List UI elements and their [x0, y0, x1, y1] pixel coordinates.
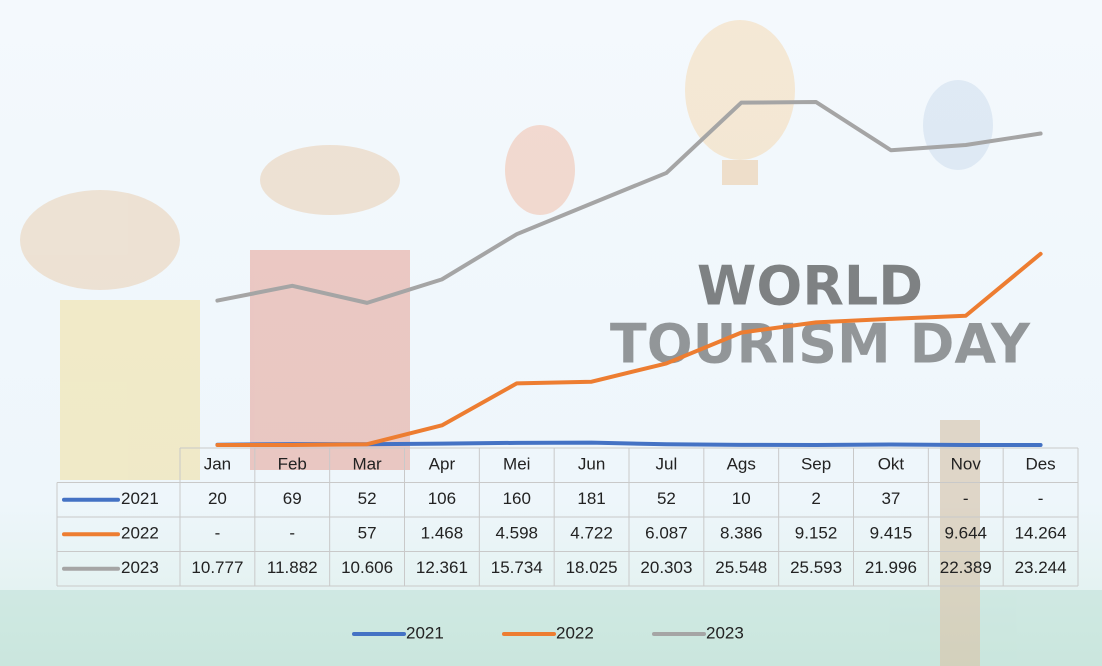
table-value: 25.548 — [715, 558, 767, 577]
table-value: 4.722 — [570, 524, 613, 543]
x-tick-label: Apr — [429, 455, 456, 474]
table-value: 4.598 — [495, 524, 538, 543]
table-value: 23.244 — [1015, 558, 1067, 577]
table-value: 106 — [428, 489, 456, 508]
x-tick-label: Mar — [352, 455, 382, 474]
table-value: - — [963, 489, 969, 508]
table-value: 9.415 — [870, 524, 913, 543]
x-tick-label: Des — [1025, 455, 1055, 474]
x-tick-label: Jul — [656, 455, 678, 474]
table-value: 12.361 — [416, 558, 468, 577]
table-value: 52 — [358, 489, 377, 508]
series-name: 2021 — [121, 489, 159, 508]
table-value: - — [289, 524, 295, 543]
table-value: 1.468 — [421, 524, 464, 543]
table-value: 18.025 — [566, 558, 618, 577]
table-value: 6.087 — [645, 524, 688, 543]
table-value: 10 — [732, 489, 751, 508]
table-value: 160 — [503, 489, 531, 508]
series-name: 2023 — [121, 558, 159, 577]
table-value: 15.734 — [491, 558, 543, 577]
table-value: 25.593 — [790, 558, 842, 577]
x-tick-label: Jun — [578, 455, 605, 474]
table-value: 11.882 — [267, 558, 318, 577]
table-value: 57 — [358, 524, 377, 543]
table-value: 21.996 — [865, 558, 917, 577]
table-value: 8.386 — [720, 524, 763, 543]
table-value: - — [215, 524, 221, 543]
x-tick-label: Okt — [878, 455, 905, 474]
table-value: 37 — [881, 489, 900, 508]
table-value: 69 — [283, 489, 302, 508]
table-value: 2 — [811, 489, 820, 508]
x-tick-label: Ags — [727, 455, 756, 474]
table-value: 52 — [657, 489, 676, 508]
x-tick-label: Nov — [951, 455, 982, 474]
x-tick-label: Mei — [503, 455, 530, 474]
legend-label: 2023 — [706, 623, 744, 642]
legend-label: 2021 — [406, 623, 444, 642]
series-name: 2022 — [121, 524, 159, 543]
legend-label: 2022 — [556, 623, 594, 642]
line — [215, 251, 1043, 447]
x-tick-label: Feb — [278, 455, 307, 474]
table-value: 20.303 — [640, 558, 692, 577]
table-value: 181 — [577, 489, 605, 508]
table-value: 20 — [208, 489, 227, 508]
illustration — [0, 20, 1102, 666]
table-value: 22.389 — [940, 558, 992, 577]
table-value: 14.264 — [1015, 524, 1067, 543]
table-value: 10.606 — [341, 558, 393, 577]
x-tick-label: Jan — [204, 455, 231, 474]
line — [215, 100, 1043, 305]
table-value: 10.777 — [191, 558, 243, 577]
background-text: WORLD — [697, 255, 923, 318]
table-value: 9.152 — [795, 524, 838, 543]
table-value: - — [1038, 489, 1044, 508]
x-tick-label: Sep — [801, 455, 831, 474]
table-value: 9.644 — [944, 524, 987, 543]
